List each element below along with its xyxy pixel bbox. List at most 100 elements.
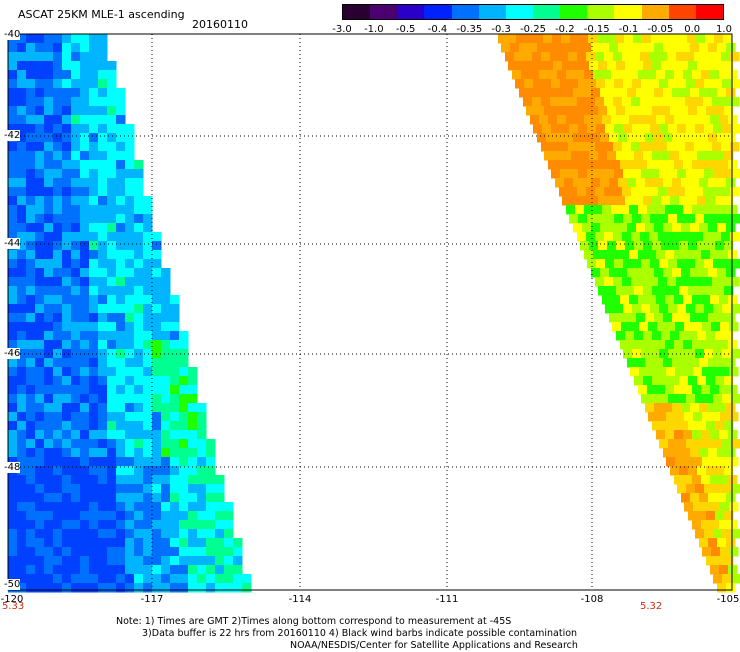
swath-cell <box>622 52 632 62</box>
swath-cell <box>537 133 547 143</box>
swath-cell <box>44 34 54 44</box>
swath-cell <box>71 565 81 575</box>
swath-cell <box>715 106 725 116</box>
swath-cell <box>728 475 738 485</box>
swath-cell <box>143 484 153 494</box>
swath-cell <box>645 43 655 53</box>
swath-cell <box>35 475 45 485</box>
swath-cell <box>53 160 63 170</box>
swath-cell <box>710 520 720 530</box>
swath-cell <box>71 124 81 134</box>
swath-cell <box>679 466 689 476</box>
swath-cell <box>116 358 126 368</box>
swath-cell <box>600 43 610 53</box>
swath-cell <box>555 133 565 143</box>
swath-cell <box>667 52 677 62</box>
swath-cell <box>152 574 162 584</box>
swath-cell <box>720 322 730 332</box>
swath-cell <box>720 502 730 512</box>
swath-cell <box>730 97 740 107</box>
swath-cell <box>62 61 72 71</box>
swath-cell <box>143 205 153 215</box>
swath-cell <box>8 250 18 260</box>
swath-cell <box>116 529 126 539</box>
swath-cell <box>559 187 569 197</box>
swath-cell <box>71 34 81 44</box>
swath-cell <box>134 241 144 251</box>
swath-cell <box>541 97 551 107</box>
swath-cell <box>53 376 63 386</box>
swath-cell <box>107 313 117 323</box>
swath-cell <box>62 556 72 566</box>
swath-cell <box>688 286 698 296</box>
swath-cell <box>553 61 563 71</box>
swath-cell <box>98 250 108 260</box>
swath-cell <box>53 106 63 116</box>
swath-cell <box>125 502 135 512</box>
swath-cell <box>542 79 552 89</box>
swath-cell <box>26 115 36 125</box>
swath-cell <box>708 448 718 458</box>
swath-cell <box>116 547 126 557</box>
swath-cell <box>134 412 144 422</box>
swath-cell <box>125 493 135 503</box>
swath-cell <box>125 340 135 350</box>
swath-cell <box>560 124 570 134</box>
swath-cell <box>627 268 637 278</box>
swath-cell <box>44 115 54 125</box>
colorbar-tick-label: -0.5 <box>395 24 416 35</box>
swath-cell <box>206 484 216 494</box>
swath-cell <box>573 178 583 188</box>
swath-cell <box>107 349 117 359</box>
swath-cell <box>188 547 198 557</box>
swath-cell <box>712 97 722 107</box>
swath-cell <box>690 493 700 503</box>
swath-cell <box>62 70 72 80</box>
swath-cell <box>17 214 27 224</box>
swath-cell <box>152 340 162 350</box>
swath-cell <box>695 529 705 539</box>
swath-cell <box>692 340 702 350</box>
swath-cell <box>89 439 99 449</box>
swath-cell <box>26 331 36 341</box>
swath-cell <box>143 313 153 323</box>
swath-cell <box>26 124 36 134</box>
swath-cell <box>589 61 599 71</box>
swath-cell <box>206 511 216 521</box>
swath-cell <box>35 484 45 494</box>
swath-cell <box>179 439 189 449</box>
swath-cell <box>717 178 727 188</box>
swath-cell <box>35 322 45 332</box>
swath-cell <box>731 439 740 449</box>
swath-cell <box>683 385 693 395</box>
swath-cell <box>206 583 216 593</box>
swath-cell <box>731 169 740 179</box>
swath-cell <box>654 223 664 233</box>
swath-cell <box>8 457 18 467</box>
swath-cell <box>161 313 171 323</box>
swath-cell <box>525 34 535 44</box>
swath-cell <box>683 250 693 260</box>
swath-cell <box>98 547 108 557</box>
swath-cell <box>8 160 18 170</box>
swath-cell <box>659 214 669 224</box>
swath-cell <box>44 88 54 98</box>
swath-cell <box>35 286 45 296</box>
swath-cell <box>125 304 135 314</box>
swath-cell <box>143 493 153 503</box>
swath-cell <box>107 556 117 566</box>
swath-cell <box>107 259 117 269</box>
swath-cell <box>687 34 697 44</box>
swath-cell <box>614 304 624 314</box>
swath-cell <box>688 196 698 206</box>
lat-label-46: -46 <box>4 348 21 359</box>
swath-cell <box>569 214 579 224</box>
swath-cell <box>17 34 27 44</box>
swath-cell <box>125 259 135 269</box>
swath-cell <box>726 358 736 368</box>
swath-cell <box>17 268 27 278</box>
swath-cell <box>683 205 693 215</box>
swath-cell <box>8 367 18 377</box>
swath-cell <box>26 358 36 368</box>
swath-cell <box>71 520 81 530</box>
